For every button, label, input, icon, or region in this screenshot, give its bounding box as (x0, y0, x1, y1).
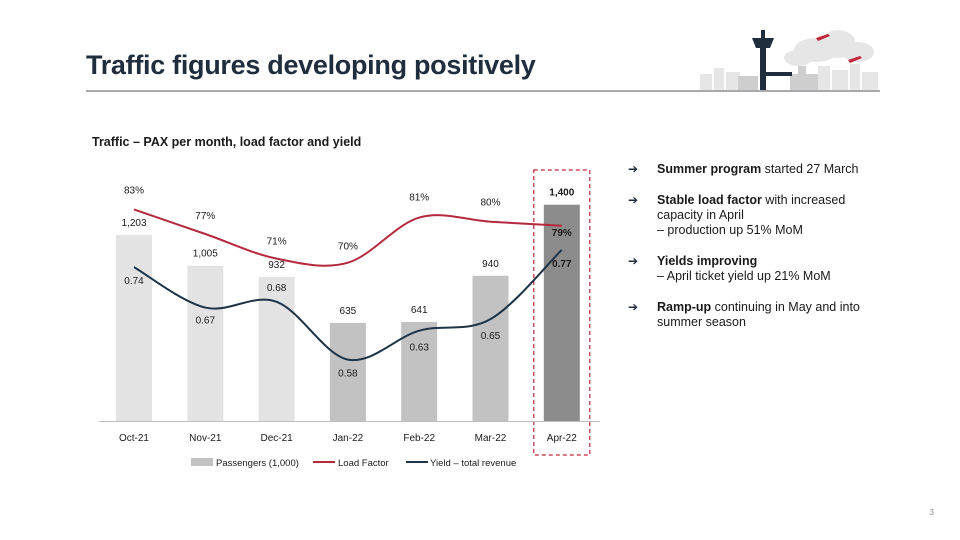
bullet-bold: Ramp-up (657, 300, 712, 314)
airport-skyline-icon (700, 30, 878, 90)
legend-label-load-factor: Load Factor (338, 458, 389, 469)
bar (187, 265, 224, 421)
x-tick-label: Nov-21 (189, 433, 222, 444)
yield-label: 0.58 (338, 369, 358, 380)
load-factor-line (133, 208, 562, 267)
bar (401, 321, 438, 421)
legend-swatch-passengers (191, 458, 213, 466)
bullet-bold: Yields improving (657, 254, 758, 268)
bar-label: 641 (411, 305, 428, 316)
page-number: 3 (929, 508, 934, 517)
bar-label: 940 (482, 259, 499, 270)
bar-label: 1,400 (549, 188, 574, 199)
bullet-bold: Summer program (657, 162, 762, 176)
bullet-text: continuing in May and into summer season (657, 300, 860, 329)
x-tick-label: Oct-21 (119, 433, 149, 444)
bar-label: 932 (268, 260, 285, 271)
bar (116, 235, 152, 421)
bar (258, 277, 295, 421)
bar-label: 1,203 (121, 218, 146, 229)
bullet-subtext: – production up 51% MoM (657, 223, 803, 237)
legend-label-passengers: Passengers (1,000) (216, 458, 299, 469)
x-tick-label: Mar-22 (475, 433, 507, 444)
load-factor-label: 83% (124, 185, 144, 196)
yield-label: 0.68 (267, 283, 287, 294)
chart-title: Traffic – PAX per month, load factor and… (92, 135, 362, 149)
bullet-bold: Stable load factor (657, 193, 762, 207)
yield-label: 0.63 (409, 343, 429, 354)
load-factor-label: 81% (409, 193, 429, 204)
slide-title: Traffic figures developing positively (86, 50, 536, 80)
load-factor-label: 77% (195, 211, 215, 222)
arrow-right-icon: ➔ (628, 193, 639, 207)
yield-line (133, 249, 563, 362)
yield-label: 0.74 (124, 276, 144, 287)
bar-label: 635 (340, 306, 357, 317)
load-factor-label: 80% (480, 198, 500, 209)
legend-label-yield: Yield – total revenue (430, 458, 516, 469)
yield-label: 0.77 (552, 259, 572, 270)
bullet-item: ➔ Summer program started 27 March (628, 162, 878, 177)
bar (472, 275, 509, 421)
bullet-list: ➔ Summer program started 27 March ➔ Stab… (628, 162, 878, 346)
bullet-subtext: – April ticket yield up 21% MoM (657, 269, 831, 283)
bar (543, 204, 580, 421)
x-tick-label: Apr-22 (547, 433, 577, 444)
yield-label: 0.67 (196, 316, 216, 327)
bullet-item: ➔ Stable load factor with increased capa… (628, 193, 878, 238)
highlight-box (533, 169, 591, 456)
bullet-text: with increased capacity in April (657, 193, 846, 222)
yield-label: 0.65 (481, 331, 501, 342)
x-tick-label: Feb-22 (403, 433, 435, 444)
load-factor-label: 70% (338, 242, 358, 253)
x-tick-label: Jan-22 (333, 433, 364, 444)
bar (329, 322, 366, 421)
bullet-item: ➔ Yields improving – April ticket yield … (628, 254, 878, 284)
title-divider (86, 90, 880, 92)
x-tick-label: Dec-21 (260, 433, 293, 444)
arrow-right-icon: ➔ (628, 254, 639, 268)
load-factor-label: 79% (552, 228, 572, 239)
load-factor-label: 71% (267, 237, 287, 248)
bar-label: 1,005 (193, 249, 218, 260)
arrow-right-icon: ➔ (628, 300, 639, 314)
bullet-text: started 27 March (761, 162, 859, 176)
bullet-item: ➔ Ramp-up continuing in May and into sum… (628, 300, 878, 330)
arrow-right-icon: ➔ (628, 162, 639, 176)
